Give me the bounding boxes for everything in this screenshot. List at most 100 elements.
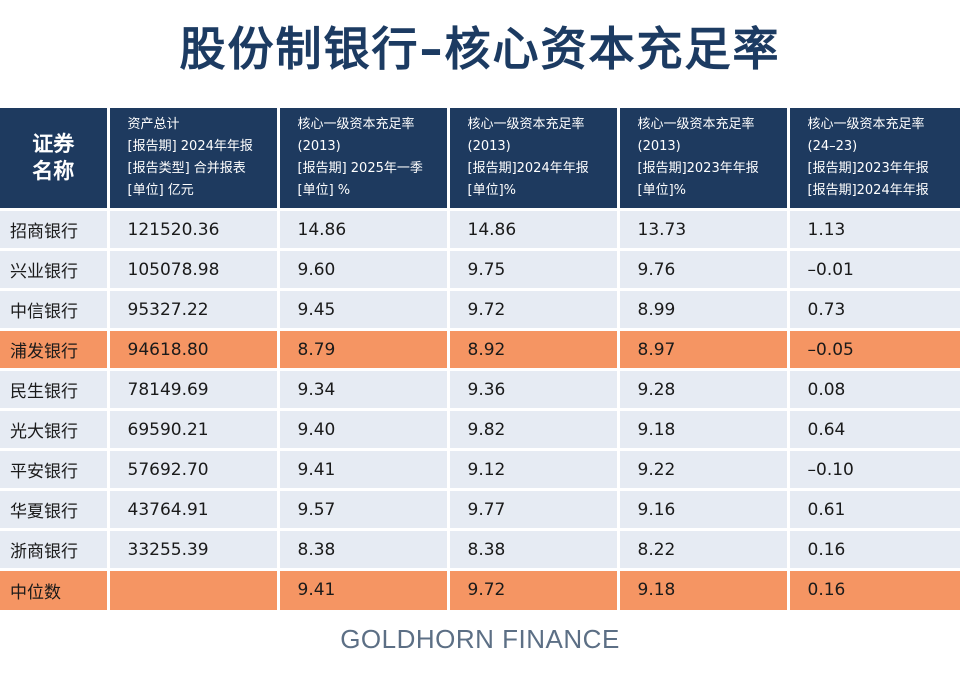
value-cell: 9.77 (448, 488, 620, 530)
value-cell: 78149.69 (108, 368, 280, 410)
value-cell: 9.76 (618, 248, 790, 290)
security-name-cell: 民生银行 (0, 368, 110, 410)
header-line: [报告期]2024年年报 (467, 161, 589, 176)
security-name-cell: 招商银行 (0, 208, 110, 250)
value-cell: 9.22 (618, 448, 790, 490)
security-name-cell: 浦发银行 (0, 328, 110, 370)
header-total-assets: 资产总计 [报告期] 2024年年报 [报告类型] 合并报表 [单位] 亿元 (108, 108, 280, 210)
value-cell: 9.18 (618, 408, 790, 450)
value-cell: 95327.22 (108, 288, 280, 330)
security-name-cell: 中位数 (0, 568, 110, 610)
header-line: [报告期]2024年年报 (807, 183, 929, 198)
value-cell: 8.97 (618, 328, 790, 370)
header-line: [单位] 亿元 (127, 183, 194, 198)
value-cell: 8.99 (618, 288, 790, 330)
footer-brand: GOLDHORN FINANCE (340, 624, 620, 654)
value-cell: 8.22 (618, 528, 790, 570)
value-cell: –0.05 (788, 328, 960, 370)
value-cell: 9.72 (448, 568, 620, 610)
security-name-cell: 中信银行 (0, 288, 110, 330)
table-row: 招商银行 121520.36 14.86 14.86 13.73 1.13 (0, 208, 960, 250)
header-security-name: 证券 名称 (0, 108, 110, 210)
header-name-line: 名称 (32, 159, 75, 183)
table-body: 招商银行 121520.36 14.86 14.86 13.73 1.13 兴业银行 1050… (0, 208, 960, 610)
table-header-row: 证券 名称 资产总计 [报告期] 2024年年报 [报告类型] 合并报表 [单位… (0, 108, 960, 210)
header-cet1-2024: 核心一级资本充足率 (2013) [报告期]2024年年报 [单位]% (448, 108, 620, 210)
header-line: [报告期]2023年年报 (637, 161, 759, 176)
header-line: 核心一级资本充足率 (807, 117, 925, 132)
header-line: 核心一级资本充足率 (637, 117, 755, 132)
value-cell: 0.16 (788, 568, 960, 610)
value-cell: 0.73 (788, 288, 960, 330)
table-row: 浙商银行 33255.39 8.38 8.38 8.22 0.16 (0, 528, 960, 570)
value-cell: 9.40 (278, 408, 450, 450)
table-row: 光大银行 69590.21 9.40 9.82 9.18 0.64 (0, 408, 960, 450)
value-cell: 1.13 (788, 208, 960, 250)
value-cell: 94618.80 (108, 328, 280, 370)
value-cell: 8.79 (278, 328, 450, 370)
value-cell: 121520.36 (108, 208, 280, 250)
header-line: (2013) (297, 139, 341, 154)
header-line: (24–23) (807, 139, 858, 154)
value-cell: –0.10 (788, 448, 960, 490)
value-cell: 0.64 (788, 408, 960, 450)
header-name-line: 证券 (32, 132, 75, 156)
security-name-cell: 平安银行 (0, 448, 110, 490)
table-row: 民生银行 78149.69 9.34 9.36 9.28 0.08 (0, 368, 960, 410)
table-row: 浦发银行 94618.80 8.79 8.92 8.97 –0.05 (0, 328, 960, 370)
value-cell: 9.18 (618, 568, 790, 610)
security-name-cell: 兴业银行 (0, 248, 110, 290)
value-cell: 33255.39 (108, 528, 280, 570)
value-cell: 9.82 (448, 408, 620, 450)
header-line: [单位] % (297, 183, 351, 198)
page-title: 股份制银行–核心资本充足率 (179, 22, 781, 76)
value-cell: 9.16 (618, 488, 790, 530)
header-line: [报告期]2023年年报 (807, 161, 929, 176)
value-cell: 14.86 (278, 208, 450, 250)
security-name-cell: 浙商银行 (0, 528, 110, 570)
value-cell: 9.72 (448, 288, 620, 330)
header-line: (2013) (637, 139, 681, 154)
value-cell: 57692.70 (108, 448, 280, 490)
value-cell: –0.01 (788, 248, 960, 290)
value-cell: 9.41 (278, 568, 450, 610)
value-cell: 9.28 (618, 368, 790, 410)
header-line: [单位]% (637, 183, 687, 198)
header-cet1-2023: 核心一级资本充足率 (2013) [报告期]2023年年报 [单位]% (618, 108, 790, 210)
value-cell: 9.75 (448, 248, 620, 290)
header-line: [报告期] 2024年年报 (127, 139, 253, 154)
header-line: 核心一级资本充足率 (297, 117, 415, 132)
value-cell: 43764.91 (108, 488, 280, 530)
value-cell: 0.16 (788, 528, 960, 570)
table-row: 平安银行 57692.70 9.41 9.12 9.22 –0.10 (0, 448, 960, 490)
header-line: 核心一级资本充足率 (467, 117, 585, 132)
value-cell: 8.38 (278, 528, 450, 570)
value-cell: 14.86 (448, 208, 620, 250)
value-cell (108, 568, 280, 610)
value-cell: 8.38 (448, 528, 620, 570)
value-cell: 13.73 (618, 208, 790, 250)
capital-ratio-table: 证券 名称 资产总计 [报告期] 2024年年报 [报告类型] 合并报表 [单位… (0, 108, 960, 610)
security-name-cell: 华夏银行 (0, 488, 110, 530)
header-cet1-change: 核心一级资本充足率 (24–23) [报告期]2023年年报 [报告期]2024… (788, 108, 960, 210)
value-cell: 9.45 (278, 288, 450, 330)
value-cell: 0.61 (788, 488, 960, 530)
value-cell: 9.12 (448, 448, 620, 490)
value-cell: 105078.98 (108, 248, 280, 290)
value-cell: 9.36 (448, 368, 620, 410)
value-cell: 0.08 (788, 368, 960, 410)
header-line: (2013) (467, 139, 511, 154)
table-row: 华夏银行 43764.91 9.57 9.77 9.16 0.61 (0, 488, 960, 530)
table-row: 中信银行 95327.22 9.45 9.72 8.99 0.73 (0, 288, 960, 330)
value-cell: 9.41 (278, 448, 450, 490)
header-cet1-2025q1: 核心一级资本充足率 (2013) [报告期] 2025年一季 [单位] % (278, 108, 450, 210)
header-line: [报告期] 2025年一季 (297, 161, 423, 176)
header-line: 资产总计 (127, 117, 180, 132)
value-cell: 9.34 (278, 368, 450, 410)
header-line: [报告类型] 合并报表 (127, 161, 246, 176)
table-row: 中位数 9.41 9.72 9.18 0.16 (0, 568, 960, 610)
value-cell: 9.57 (278, 488, 450, 530)
security-name-cell: 光大银行 (0, 408, 110, 450)
value-cell: 8.92 (448, 328, 620, 370)
value-cell: 69590.21 (108, 408, 280, 450)
